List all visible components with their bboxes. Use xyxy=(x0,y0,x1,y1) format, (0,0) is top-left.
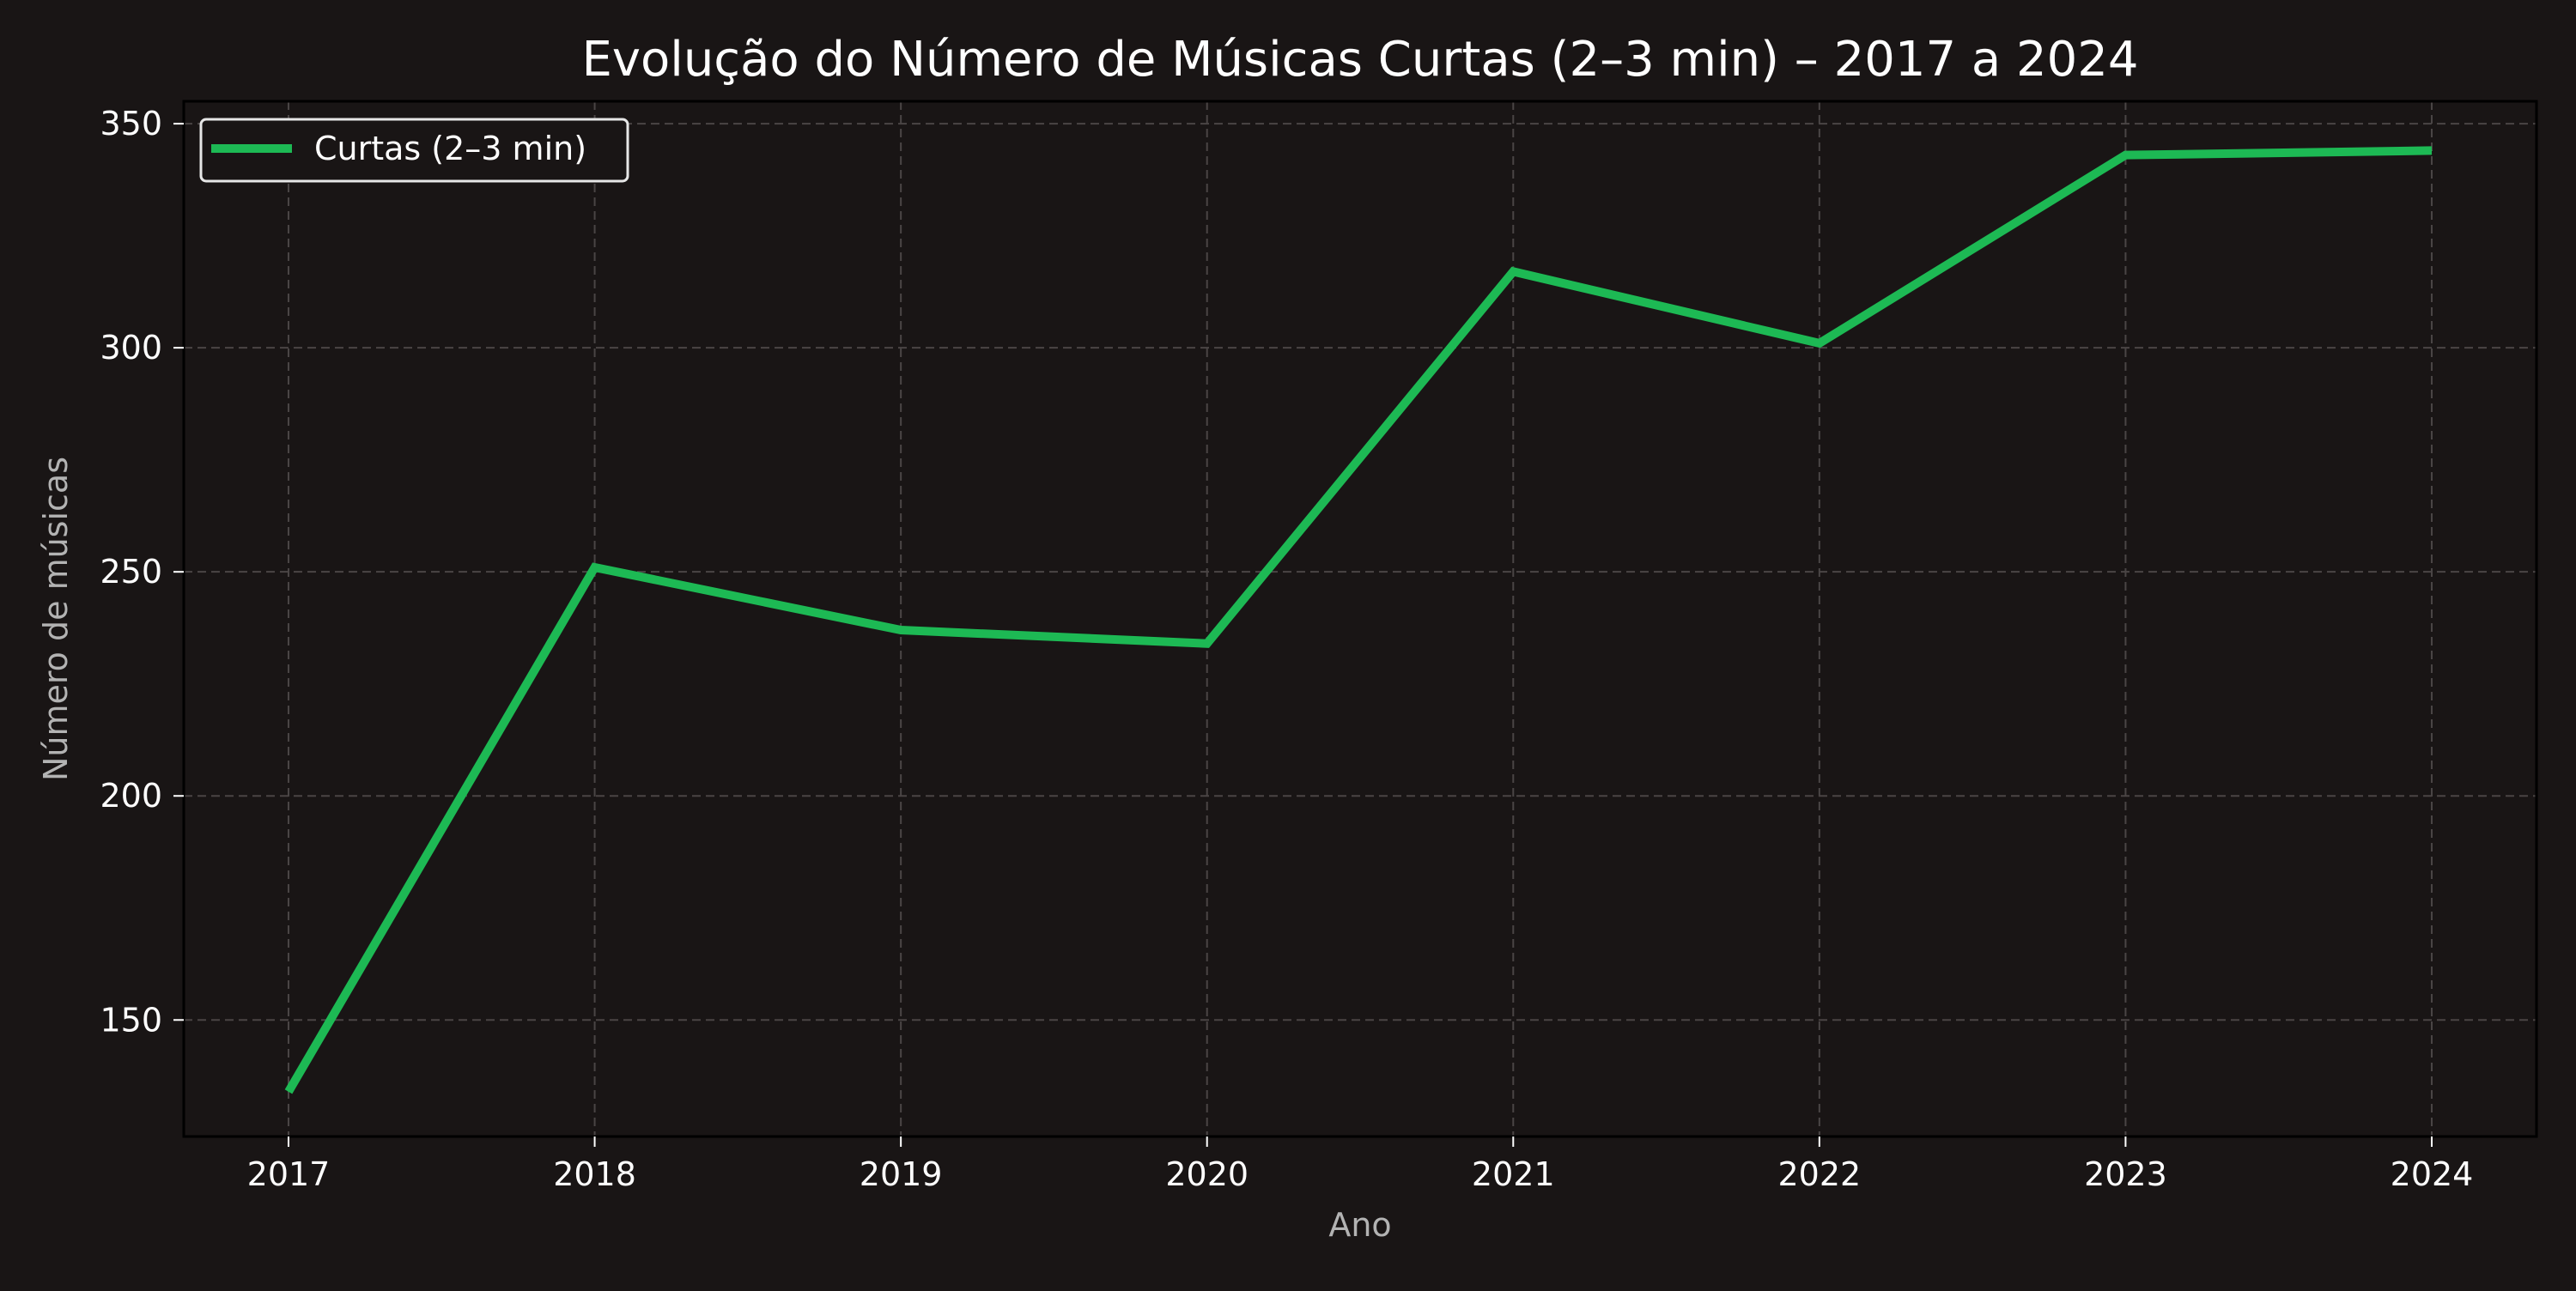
x-tick-label: 2021 xyxy=(1472,1155,1555,1193)
plot-frame xyxy=(182,100,2538,1138)
series-line xyxy=(284,146,2433,1094)
y-tick-label: 250 xyxy=(100,553,162,591)
x-tick-label: 2020 xyxy=(1165,1155,1249,1193)
legend-label: Curtas (2–3 min) xyxy=(314,130,586,167)
series-lines xyxy=(284,146,2433,1094)
y-tick-label: 300 xyxy=(100,329,162,367)
x-axis-label: Ano xyxy=(1328,1206,1391,1244)
x-tick-label: 2017 xyxy=(247,1155,331,1193)
x-tick-label: 2018 xyxy=(553,1155,636,1193)
legend: Curtas (2–3 min) xyxy=(199,118,629,183)
data-point xyxy=(900,629,902,631)
x-tick-label: 2019 xyxy=(860,1155,943,1193)
data-point xyxy=(1512,270,1514,272)
chart-title: Evolução do Número de Músicas Curtas (2–… xyxy=(581,32,2138,88)
x-tick-label: 2022 xyxy=(1777,1155,1861,1193)
x-tick-label: 2024 xyxy=(2391,1155,2474,1193)
data-point xyxy=(1819,342,1820,344)
data-point xyxy=(1206,643,1208,645)
y-tick-label: 150 xyxy=(100,1001,162,1039)
y-tick-label: 200 xyxy=(100,777,162,815)
data-point xyxy=(2431,149,2433,151)
x-tick-label: 2023 xyxy=(2084,1155,2167,1193)
y-axis-ticks: 150 200 250 300 350 xyxy=(100,105,184,1039)
legend-box xyxy=(199,118,629,183)
x-axis-ticks: 2017 2018 2019 2020 2021 2022 2023 2024 xyxy=(247,1136,2474,1193)
y-tick-label: 350 xyxy=(100,105,162,142)
y-axis-label: Número de músicas xyxy=(37,457,75,781)
